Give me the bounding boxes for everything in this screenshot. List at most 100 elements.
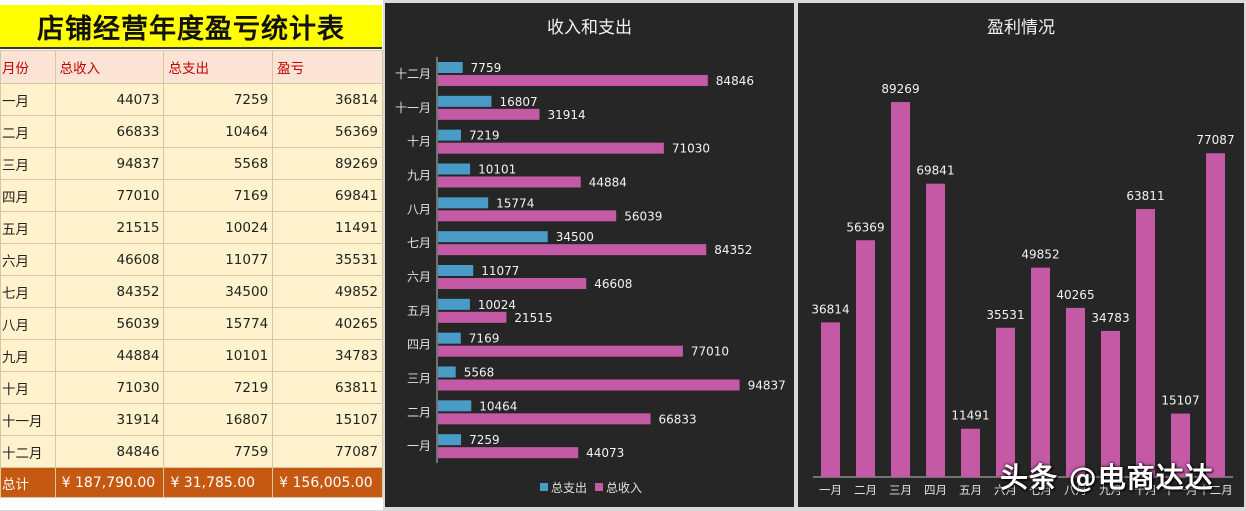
table-cell[interactable]: 二月 [0,115,56,148]
table-cell[interactable]: 69841 [272,179,383,212]
table-cell[interactable]: 15107 [272,403,383,436]
table-cell[interactable]: 63811 [272,371,383,404]
table-cell[interactable]: 九月 [0,339,56,372]
sheet-title-cell[interactable]: 店铺经营年度盈亏统计表 [0,5,382,49]
x-tick-label: 八月 [1064,483,1087,497]
table-cell[interactable]: 15774 [163,307,274,340]
table-cell[interactable]: 36814 [272,83,383,116]
table-cell[interactable]: 十二月 [0,435,56,468]
data-label: 7219 [469,129,500,143]
table-cell[interactable]: 31914 [54,403,165,436]
bar-expense [438,163,471,175]
table-cell[interactable]: 34500 [163,275,274,308]
y-tick-label: 六月 [407,270,431,284]
profit-chart[interactable]: 盈利情况 36814 一月 56369 二月 89269 三月 69841 四月 11491 五月… [798,3,1244,507]
bar [1066,307,1085,477]
y-tick-label: 十一月 [395,101,431,115]
bar-expense [438,400,472,412]
profit-plot: 36814 一月 56369 二月 89269 三月 69841 四月 11491 五月 35531… [811,82,1234,497]
table-cell[interactable]: 10101 [163,339,274,372]
y-tick-label: 五月 [407,304,431,318]
bar [996,327,1015,477]
x-tick-label: 七月 [1029,483,1052,497]
table-cell[interactable]: 7169 [163,179,274,212]
table-cell[interactable]: 八月 [0,307,56,340]
spreadsheet-panel: 店铺经营年度盈亏统计表 月份 总收入 总支出 盈亏 一月 44073 7259 36814 二月… [0,0,383,510]
table-cell[interactable]: 44073 [54,83,165,116]
table-cell[interactable]: 71030 [54,371,165,404]
total-cell[interactable]: ¥ 31,785.00 [163,467,274,498]
data-label: 66833 [659,412,697,426]
table-row: 七月 84352 34500 49852 [0,275,383,308]
bar-expense [438,231,548,243]
column-header[interactable]: 盈亏 [272,50,383,84]
bar [1031,267,1050,477]
table-cell[interactable]: 40265 [272,307,383,340]
data-label: 34783 [1091,311,1129,325]
table-cell[interactable]: 84352 [54,275,165,308]
table-cell[interactable]: 34783 [272,339,383,372]
table-cell[interactable]: 五月 [0,211,56,244]
table-cell[interactable]: 四月 [0,179,56,212]
legend-swatch [595,483,603,491]
table-cell[interactable]: 11077 [163,243,274,276]
table-row: 一月 44073 7259 36814 [0,83,383,116]
table-cell[interactable]: 46608 [54,243,165,276]
bar-expense [438,95,492,107]
table-cell[interactable]: 66833 [54,115,165,148]
column-header[interactable]: 月份 [0,50,56,84]
table-cell[interactable]: 35531 [272,243,383,276]
data-label: 31914 [547,108,585,122]
bar-income [438,345,683,357]
bar-expense [438,62,463,73]
table-cell[interactable]: 77010 [54,179,165,212]
table-cell[interactable]: 77087 [272,435,383,468]
table-cell[interactable]: 十月 [0,371,56,404]
table-cell[interactable]: 89269 [272,147,383,180]
table-cell[interactable]: 11491 [272,211,383,244]
total-cell[interactable]: ¥ 156,005.00 [272,467,383,498]
total-cell[interactable]: 总计 [0,467,56,498]
bar-income [438,311,507,323]
table-cell[interactable]: 21515 [54,211,165,244]
table-cell[interactable]: 44884 [54,339,165,372]
table-row: 八月 56039 15774 40265 [0,307,383,340]
table-cell[interactable]: 84846 [54,435,165,468]
table-cell[interactable]: 七月 [0,275,56,308]
table-cell[interactable]: 7219 [163,371,274,404]
bar [1136,208,1155,477]
table-cell[interactable]: 7759 [163,435,274,468]
table-cell[interactable]: 16807 [163,403,274,436]
table-cell[interactable]: 49852 [272,275,383,308]
table-cell[interactable]: 7259 [163,83,274,116]
x-tick-label: 一月 [819,483,842,497]
total-cell[interactable]: ¥ 187,790.00 [54,467,165,498]
table-cell[interactable]: 5568 [163,147,274,180]
data-label: 84846 [716,74,754,88]
data-label: 5568 [464,366,495,380]
table-cell[interactable]: 10464 [163,115,274,148]
data-label: 69841 [916,164,954,178]
data-label: 63811 [1126,189,1164,203]
table-cell[interactable]: 56039 [54,307,165,340]
table-cell[interactable]: 六月 [0,243,56,276]
x-tick-label: 十月 [1134,483,1157,497]
column-header[interactable]: 总支出 [163,50,274,84]
data-label: 10024 [478,298,516,312]
x-tick-label: 六月 [994,483,1017,497]
total-row: 总计 ¥ 187,790.00 ¥ 31,785.00 ¥ 156,005.00 [0,467,383,498]
table-cell[interactable]: 10024 [163,211,274,244]
y-tick-label: 八月 [407,202,431,216]
x-tick-label: 二月 [854,483,877,497]
bar [926,183,945,478]
table-cell[interactable]: 三月 [0,147,56,180]
table-cell[interactable]: 十一月 [0,403,56,436]
table-cell[interactable]: 94837 [54,147,165,180]
bar-income [438,413,651,425]
table-cell[interactable]: 一月 [0,83,56,116]
table-cell[interactable]: 56369 [272,115,383,148]
column-header[interactable]: 总收入 [54,50,165,84]
table-row: 二月 66833 10464 56369 [0,115,383,148]
data-label: 56369 [846,220,884,234]
income-expense-chart[interactable]: 收入和支出 一月 7259 44073 二月 10464 66833 三月 5568 94837… [385,3,794,507]
